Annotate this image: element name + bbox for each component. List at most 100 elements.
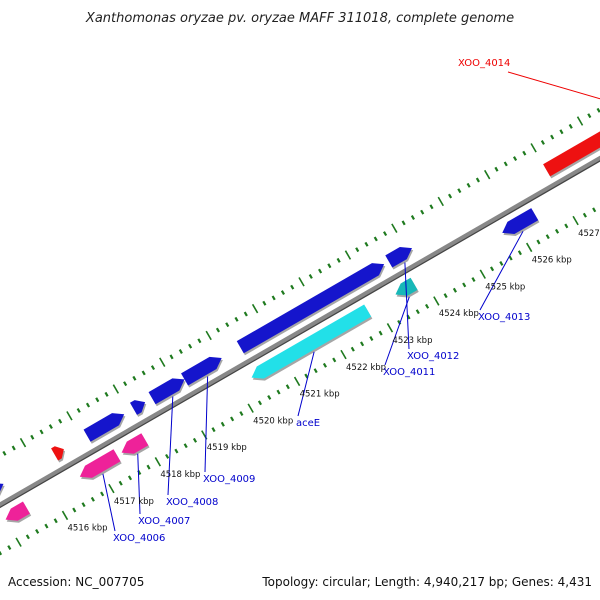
outer-tick — [215, 327, 221, 333]
gene-label[interactable]: XOO_4008 — [166, 497, 218, 508]
inner-tick — [313, 368, 318, 374]
gene-feature[interactable] — [251, 304, 372, 379]
outer-tick — [150, 365, 156, 371]
gene-feature[interactable] — [385, 247, 412, 268]
inner-tick — [53, 518, 58, 524]
kbp-label: 4524 kbp — [439, 309, 479, 319]
gene-feature[interactable] — [5, 501, 30, 521]
outer-tick — [308, 274, 313, 279]
outer-tick — [494, 166, 499, 172]
outer-tick — [85, 402, 91, 408]
inner-tick — [293, 376, 301, 387]
outer-tick — [475, 177, 480, 183]
inner-tick — [146, 464, 151, 470]
outer-tick — [141, 370, 146, 376]
kbp-label: 4521 kbp — [300, 390, 340, 400]
inner-tick — [230, 416, 235, 422]
outer-tick — [39, 429, 44, 435]
outer-tick — [401, 220, 406, 226]
label-leader-line — [297, 351, 315, 417]
outer-tick — [448, 193, 453, 199]
gene-feature[interactable] — [502, 208, 539, 234]
kbp-label: 4522 kbp — [346, 363, 386, 373]
inner-tick — [108, 483, 115, 494]
inner-tick — [81, 502, 86, 508]
outer-tick — [290, 284, 295, 290]
outer-tick — [76, 408, 81, 413]
inner-tick — [118, 480, 123, 486]
inner-tick — [7, 545, 12, 550]
inner-tick — [369, 336, 374, 341]
kbp-label: 4519 kbp — [207, 443, 247, 453]
outer-tick — [104, 391, 109, 397]
outer-tick — [568, 123, 573, 129]
outer-tick — [373, 236, 378, 242]
kbp-label: 4520 kbp — [253, 416, 293, 426]
inner-tick — [192, 437, 198, 443]
outer-tick — [205, 330, 212, 341]
outer-tick — [298, 277, 305, 287]
inner-tick — [174, 448, 179, 454]
gene-feature[interactable] — [51, 446, 64, 461]
outer-tick — [429, 204, 434, 210]
outer-tick — [483, 169, 491, 180]
gene-label[interactable]: XOO_4006 — [113, 533, 165, 544]
outer-tick — [420, 209, 425, 215]
label-leader-line — [167, 396, 174, 496]
outer-tick — [318, 268, 323, 274]
gene-feature[interactable] — [83, 413, 125, 442]
inner-tick — [322, 362, 327, 368]
gene-label[interactable]: XOO_4007 — [138, 516, 190, 527]
inner-tick — [508, 255, 513, 261]
gene-feature[interactable] — [121, 433, 149, 454]
inner-tick — [247, 403, 254, 413]
gene-label[interactable]: XOO_4009 — [203, 474, 255, 485]
outer-tick — [550, 134, 555, 140]
outer-tick — [522, 150, 527, 156]
outer-tick — [327, 263, 332, 269]
outer-tick-track — [2, 107, 600, 456]
inner-tick — [425, 303, 430, 309]
outer-tick — [234, 316, 239, 322]
outer-tick — [271, 295, 276, 301]
kbp-label: 4516 kbp — [68, 524, 108, 534]
genome-backbone-shadow — [0, 159, 600, 509]
gene-feature[interactable] — [129, 400, 146, 415]
outer-tick — [410, 215, 415, 220]
outer-tick — [466, 182, 471, 188]
inner-tick — [220, 421, 225, 427]
inner-tick — [267, 394, 272, 400]
outer-tick — [132, 375, 137, 381]
gene-label[interactable]: XOO_4011 — [383, 367, 435, 378]
outer-tick — [159, 357, 166, 367]
outer-tick — [243, 311, 248, 317]
inner-tick — [90, 496, 95, 502]
outer-tick — [197, 338, 202, 344]
outer-tick — [383, 231, 388, 237]
outer-tick — [178, 349, 183, 354]
inner-tick — [545, 234, 550, 240]
gene-feature[interactable] — [148, 378, 185, 405]
outer-tick — [2, 450, 7, 456]
label-leader-line — [479, 231, 524, 311]
outer-tick — [225, 322, 230, 328]
outer-tick — [355, 247, 360, 253]
gene-feature[interactable] — [181, 356, 222, 386]
gene-label[interactable]: XOO_4013 — [478, 312, 530, 323]
inner-tick — [61, 510, 69, 521]
outer-tick — [262, 300, 267, 306]
kbp-label: 4517 kbp — [114, 497, 154, 507]
gene-label[interactable]: XOO_4014 — [458, 58, 510, 69]
label-leader-lines — [102, 71, 600, 532]
label-leader-line — [137, 453, 141, 515]
outer-tick — [437, 196, 444, 207]
outer-tick — [95, 397, 100, 403]
gene-label[interactable]: XOO_4012 — [407, 351, 459, 362]
gene-feature[interactable] — [543, 62, 600, 177]
gene-feature[interactable] — [0, 483, 4, 504]
outer-tick — [58, 418, 63, 424]
gene-feature[interactable] — [236, 263, 385, 354]
gene-feature[interactable] — [79, 449, 121, 478]
inner-tick — [452, 287, 457, 293]
gene-label[interactable]: aceE — [296, 418, 320, 429]
